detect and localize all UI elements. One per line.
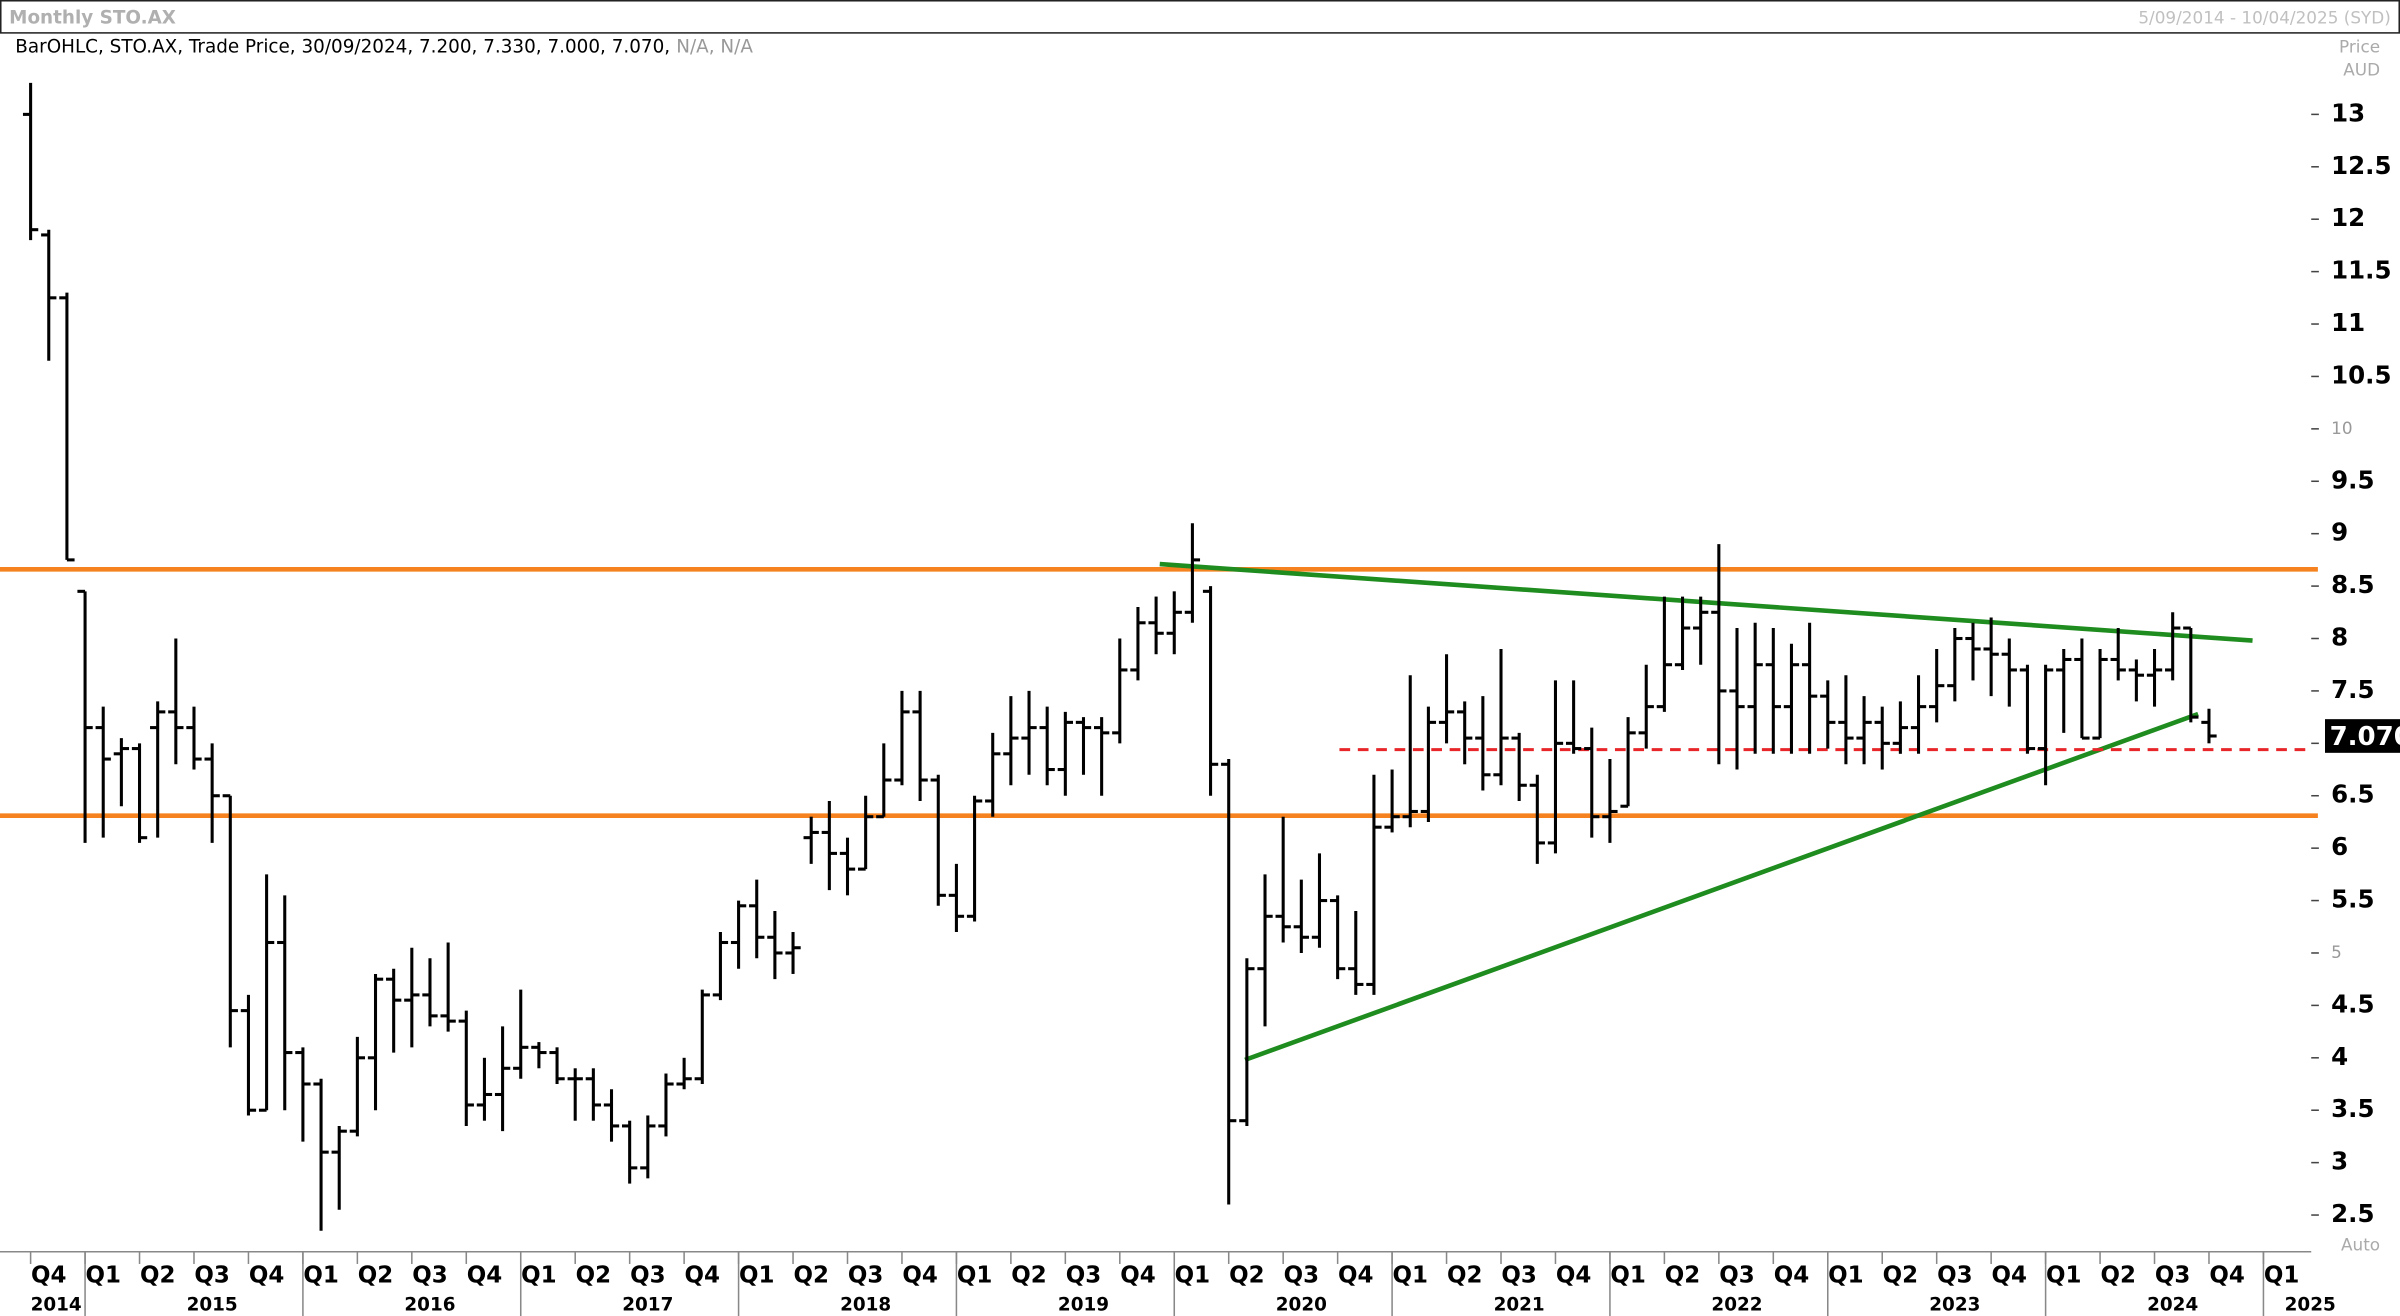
x-tick-label: Q4 [249,1263,284,1289]
y-tick-label: 4 [2331,1042,2348,1071]
y-tick-label: 10 [2331,418,2352,438]
x-tick-label: Q2 [576,1263,611,1289]
x-tick-label: Q1 [1828,1263,1863,1289]
x-tick-label: Q4 [467,1263,502,1289]
x-tick-label: Q1 [85,1263,120,1289]
x-tick-label: Q4 [1120,1263,1155,1289]
x-tick-label: Q2 [1665,1263,1700,1289]
y-tick-label: 10.5 [2331,360,2391,389]
y-tick-label: 5.5 [2331,885,2374,914]
y-tick-label: 4.5 [2331,989,2374,1018]
y-axis-mode: Auto [2341,1235,2380,1255]
year-label: 2015 [187,1294,238,1315]
title-bar [0,0,2400,34]
y-tick-label: 11.5 [2331,256,2391,285]
x-tick-label: Q4 [1556,1263,1591,1289]
x-tick-label: Q3 [1719,1263,1754,1289]
y-tick-label: 3 [2331,1147,2348,1176]
x-tick-label: Q1 [957,1263,992,1289]
x-tick-label: Q3 [2155,1263,2190,1289]
year-label: 2022 [1711,1294,1762,1315]
y-tick-label: 8.5 [2331,570,2374,599]
x-tick-label: Q1 [2046,1263,2081,1289]
last-price-label: 7.070 [2330,722,2400,752]
y-tick-label: 8 [2331,623,2348,652]
y-tick-label: 6.5 [2331,780,2374,809]
y-axis-title: Price [2339,36,2380,56]
x-tick-label: Q3 [1501,1263,1536,1289]
year-label: 2019 [1058,1294,1109,1315]
y-tick-label: 7.5 [2331,675,2374,704]
y-tick-label: 9.5 [2331,465,2374,494]
x-tick-label: Q4 [2209,1263,2244,1289]
year-label: 2017 [622,1294,673,1315]
x-tick-label: Q4 [902,1263,937,1289]
x-tick-label: Q3 [1284,1263,1319,1289]
y-tick-label: 12 [2331,203,2365,232]
year-label: 2016 [404,1294,455,1315]
x-tick-label: Q4 [31,1263,66,1289]
trend-line [1159,561,2253,643]
x-tick-label: Q2 [1447,1263,1482,1289]
x-tick-label: Q1 [1393,1263,1428,1289]
y-axis-unit: AUD [2343,59,2380,79]
x-tick-label: Q2 [793,1263,828,1289]
y-tick-label: 11 [2331,308,2365,337]
x-tick-label: Q4 [1992,1263,2027,1289]
y-tick-label: 6 [2331,832,2348,861]
y-tick-label: 12.5 [2331,151,2391,180]
x-tick-label: Q4 [1774,1263,1809,1289]
x-tick-label: Q3 [630,1263,665,1289]
x-tick-label: Q3 [1066,1263,1101,1289]
year-label: 2024 [2147,1294,2198,1315]
year-label: 2021 [1494,1294,1545,1315]
x-tick-label: Q2 [358,1263,393,1289]
x-tick-label: Q4 [685,1263,720,1289]
x-tick-label: Q1 [521,1263,556,1289]
y-tick-label: 3.5 [2331,1094,2374,1123]
y-tick-label: 5 [2331,942,2342,962]
x-tick-label: Q2 [1229,1263,1264,1289]
x-tick-label: Q1 [303,1263,338,1289]
x-tick-label: Q1 [739,1263,774,1289]
legend-na: N/A, N/A [676,36,753,57]
y-tick-label: 2.5 [2331,1199,2374,1228]
x-tick-label: Q2 [2100,1263,2135,1289]
x-tick-label: Q2 [1883,1263,1918,1289]
x-tick-label: Q3 [194,1263,229,1289]
x-tick-label: Q1 [1175,1263,1210,1289]
year-label: 2023 [1929,1294,1980,1315]
year-label: 2018 [840,1294,891,1315]
date-range: 5/09/2014 - 10/04/2025 (SYD) [2138,7,2390,27]
x-tick-label: Q3 [848,1263,883,1289]
y-tick-label: 13 [2331,98,2365,127]
trend-line [1244,711,2199,1063]
y-tick-label: 9 [2331,518,2348,547]
last-price-badge [2325,719,2400,753]
legend: BarOHLC, STO.AX, Trade Price, 30/09/2024… [15,36,753,57]
x-tick-label: Q2 [1011,1263,1046,1289]
year-label: 2014 [31,1294,82,1315]
chart-title: Monthly STO.AX [9,7,176,28]
x-tick-label: Q3 [1937,1263,1972,1289]
legend-text: BarOHLC, STO.AX, Trade Price, 30/09/2024… [15,36,670,57]
x-tick-label: Q3 [412,1263,447,1289]
x-tick-label: Q4 [1338,1263,1373,1289]
x-tick-label: Q1 [2264,1263,2299,1289]
year-label: 2025 [2285,1294,2336,1315]
x-tick-label: Q1 [1610,1263,1645,1289]
year-label: 2020 [1276,1294,1327,1315]
x-tick-label: Q2 [140,1263,175,1289]
